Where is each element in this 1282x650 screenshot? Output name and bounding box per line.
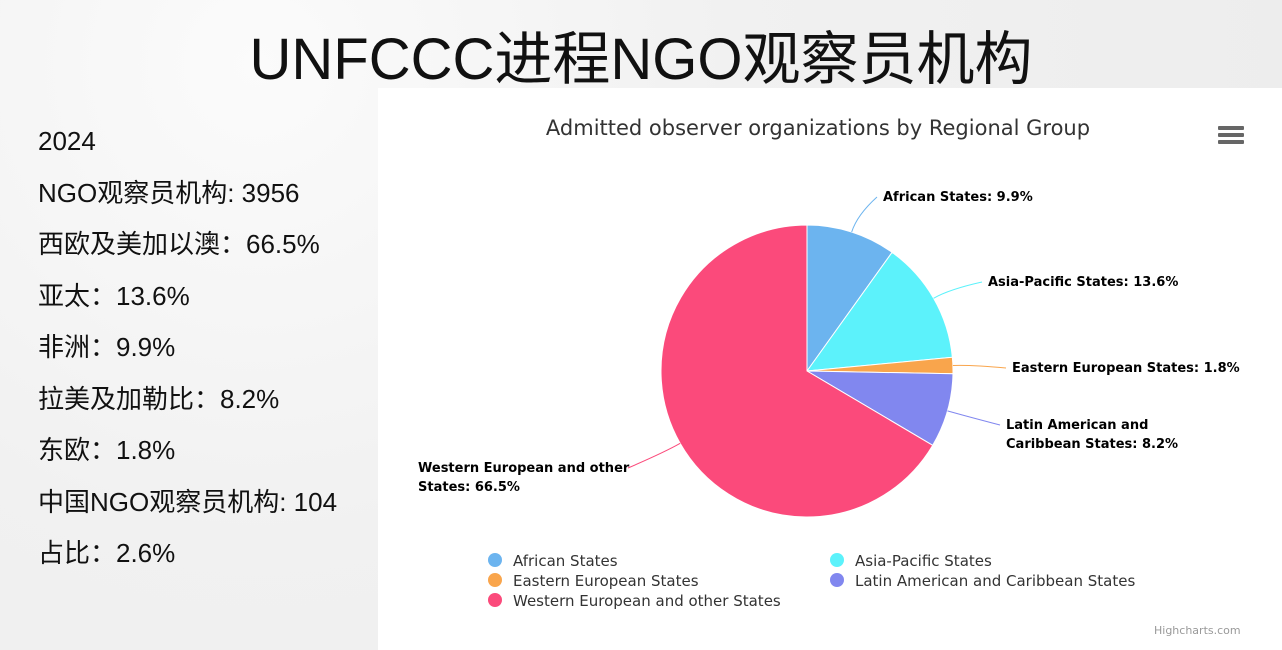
summary-text: 2024 NGO观察员机构: 3956 西欧及美加以澳：66.5% 亚太：13.… [38, 122, 337, 586]
legend-marker-latin-american-and-caribbean-states [830, 573, 844, 587]
data-label-asia-pacific-states: Asia-Pacific States: 13.6% [988, 275, 1178, 290]
slide-title: UNFCCC进程NGO观察员机构 [249, 27, 1033, 92]
legend-label-asia-pacific-states: Asia-Pacific States [855, 552, 992, 570]
summary-eastern-europe: 东欧：1.8% [38, 435, 176, 465]
pie-chart: African States: 9.9% Asia-Pacific States:… [418, 190, 1240, 610]
data-label-latin-american-and-caribbean-states: Latin American and Caribbean States: 8.2% [1006, 418, 1178, 452]
summary-ngo-total: NGO观察员机构: 3956 [38, 177, 300, 208]
data-label-western-european-and-other-states: Western European and other States: 66.5% [418, 461, 630, 495]
legend-label-eastern-european-states: Eastern European States [513, 572, 699, 590]
legend-item-eastern-european-states[interactable]: Eastern European States [488, 572, 699, 590]
data-label-eastern-european-states: Eastern European States: 1.8% [1012, 361, 1240, 376]
legend-marker-western-european-and-other-states [488, 593, 502, 607]
legend-item-latin-american-and-caribbean-states[interactable]: Latin American and Caribbean States [830, 572, 1135, 590]
connector-latin-american-and-caribbean-states [947, 410, 1001, 426]
connector-western-european-and-other-states [627, 442, 681, 469]
legend-marker-african-states [488, 553, 502, 567]
pie-slice-western-european-and-other-states[interactable] [660, 224, 934, 518]
chart-title: Admitted observer organizations by Regio… [545, 116, 1091, 140]
connector-asia-pacific-states [933, 281, 983, 299]
legend-label-african-states: African States [513, 552, 618, 570]
summary-china-ngo: 中国NGO观察员机构: 104 [38, 486, 338, 517]
connector-african-states [851, 196, 878, 233]
summary-latin-america: 拉美及加勒比：8.2% [38, 383, 280, 414]
legend-item-african-states[interactable]: African States [488, 552, 618, 570]
summary-china-share: 占比：2.6% [38, 538, 176, 568]
legend-item-asia-pacific-states[interactable]: Asia-Pacific States [830, 552, 992, 570]
summary-year: 2024 [38, 126, 96, 156]
legend-marker-eastern-european-states [488, 573, 502, 587]
chart-container: Admitted observer organizations by Regio… [378, 88, 1282, 650]
legend-label-latin-american-and-caribbean-states: Latin American and Caribbean States [855, 572, 1135, 590]
summary-asia-pacific: 亚太：13.6% [38, 280, 190, 311]
legend-marker-asia-pacific-states [830, 553, 844, 567]
pie-slice-asia-pacific-states[interactable] [805, 251, 953, 372]
summary-western: 西欧及美加以澳：66.5% [38, 229, 320, 259]
summary-africa: 非洲：9.9% [38, 332, 176, 362]
pie-slice-african-states[interactable] [806, 224, 893, 373]
chart-credit[interactable]: Highcharts.com [1154, 624, 1241, 637]
connector-eastern-european-states [952, 364, 1007, 369]
legend-item-western-european-and-other-states[interactable]: Western European and other States [488, 592, 781, 610]
chart-menu-icon[interactable] [1218, 126, 1244, 146]
legend-label-western-european-and-other-states: Western European and other States [513, 592, 781, 610]
data-label-african-states: African States: 9.9% [883, 190, 1033, 205]
